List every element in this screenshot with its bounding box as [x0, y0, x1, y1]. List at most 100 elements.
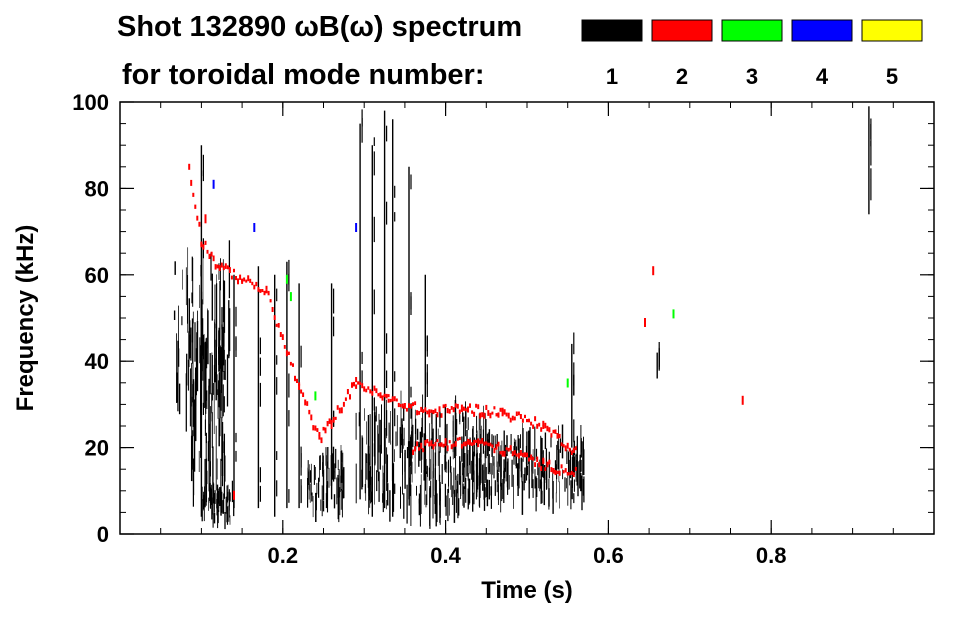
chirp-mark-mode2 — [499, 407, 502, 412]
chirp-mark-mode2 — [489, 412, 492, 419]
chirp-mark-mode2 — [247, 275, 250, 282]
chirp-mark-mode2 — [517, 411, 520, 416]
chirp-mark-mode2 — [570, 470, 573, 475]
chirp-mark-mode2 — [426, 410, 429, 415]
chirp-mark-mode2 — [405, 407, 408, 412]
isolated-mark-mode4 — [253, 223, 256, 232]
isolated-mark-mode3 — [566, 378, 569, 388]
chirp-mark-mode2 — [546, 461, 549, 468]
chirp-mark-mode2 — [536, 423, 539, 429]
chirp-mark-mode2 — [255, 281, 258, 287]
isolated-mark-mode3 — [285, 274, 288, 284]
chirp-mark-mode2 — [564, 445, 567, 452]
chirp-mark-mode2 — [310, 414, 313, 421]
chirp-mark-mode2 — [346, 389, 349, 395]
series-mode-1-0 — [173, 240, 585, 530]
chirp-mark-mode2 — [412, 402, 414, 407]
chirp-mark-mode2 — [369, 389, 372, 394]
spectrogram-data — [173, 106, 872, 530]
chirp-mark-mode2 — [552, 468, 555, 474]
isolated-mark-mode2 — [233, 490, 235, 500]
chirp-mark-mode2 — [294, 375, 296, 382]
chirp-mark-mode2 — [308, 409, 311, 415]
chirp-mark-mode2 — [383, 393, 386, 398]
chirp-mark-mode2 — [477, 438, 480, 444]
chirp-mark-mode2 — [524, 452, 526, 458]
legend-swatch-5 — [861, 19, 923, 42]
chart-title-line1: Shot 132890 ωB(ω) spectrum — [117, 11, 522, 43]
chirp-mark-mode2 — [365, 388, 368, 393]
chirp-mark-mode2 — [444, 438, 447, 442]
chirp-mark-mode2 — [450, 406, 453, 410]
legend-swatch-1 — [581, 19, 643, 42]
chirp-mark-mode2 — [251, 281, 254, 286]
chirp-mark-mode2 — [566, 472, 569, 476]
chirp-mark-mode2 — [387, 394, 390, 398]
chirp-mark-mode2 — [340, 407, 343, 414]
chirp-mark-mode2 — [548, 427, 551, 433]
chirp-mark-mode2 — [222, 265, 225, 271]
chirp-mark-mode2 — [188, 163, 191, 170]
chirp-mark-mode2 — [273, 315, 276, 320]
chirp-mark-mode2 — [528, 418, 530, 423]
chirp-mark-mode2 — [422, 409, 425, 413]
chirp-mark-mode2 — [489, 442, 492, 447]
chirp-mark-mode2 — [444, 403, 447, 408]
chirp-mark-mode2 — [430, 440, 433, 447]
chirp-mark-mode2 — [418, 410, 421, 415]
chirp-mark-mode2 — [497, 412, 500, 418]
chirp-mark-mode2 — [283, 345, 286, 349]
chirp-mark-mode2 — [230, 275, 233, 280]
chirp-mark-mode2 — [479, 440, 482, 444]
axes: 0.2 0.4 0.6 0.8 0 20 40 60 80 100 — [72, 90, 934, 568]
isolated-mark-mode3 — [289, 292, 292, 302]
chirp-mark-mode2 — [416, 410, 419, 416]
chirp-mark-mode2 — [444, 440, 447, 447]
chirp-mark-mode2 — [442, 443, 445, 448]
chirp-mark-mode2 — [560, 464, 563, 469]
chirp-mark-mode2 — [499, 451, 502, 455]
chirp-mark-mode2 — [556, 470, 559, 474]
chirp-mark-mode2 — [477, 443, 480, 448]
chirp-mark-mode2 — [572, 447, 575, 453]
chirp-mark-mode2 — [237, 278, 239, 285]
chirp-mark-mode2 — [265, 290, 268, 294]
chirp-mark-mode2 — [526, 452, 528, 458]
chirp-mark-mode2 — [267, 290, 270, 296]
chirp-mark-mode2 — [412, 449, 414, 455]
y-tick-label: 40 — [85, 349, 109, 374]
chirp-mark-mode2 — [574, 446, 577, 451]
x-tick-label: 0.6 — [593, 543, 624, 568]
legend-label-5: 5 — [886, 64, 898, 89]
chirp-mark-mode2 — [558, 470, 561, 476]
chirp-mark-mode2 — [501, 450, 504, 457]
chirp-mark-mode2 — [289, 361, 292, 366]
chirp-mark-mode2 — [243, 277, 246, 282]
chirp-mark-mode2 — [509, 446, 512, 451]
chirp-mark-mode2 — [226, 265, 229, 270]
chirp-mark-mode2 — [399, 404, 402, 408]
y-tick-label: 20 — [85, 436, 109, 461]
chirp-mark-mode2 — [336, 405, 339, 410]
chirp-mark-mode2 — [442, 404, 445, 409]
chirp-mark-mode2 — [367, 386, 370, 390]
chirp-mark-mode2 — [212, 255, 215, 262]
chirp-mark-mode2 — [420, 442, 423, 449]
chirp-mark-mode2 — [493, 448, 496, 454]
chirp-mark-mode2 — [298, 384, 301, 390]
chirp-mark-mode2 — [410, 403, 412, 409]
chirp-mark-mode2 — [385, 393, 388, 399]
chirp-mark-mode2 — [524, 414, 526, 419]
chirp-mark-mode2 — [241, 279, 244, 284]
chirp-mark-mode2 — [210, 251, 213, 257]
chirp-mark-mode2 — [265, 285, 268, 290]
chirp-mark-mode2 — [334, 416, 337, 420]
chirp-mark-mode2 — [414, 401, 417, 406]
chirp-mark-mode2 — [572, 472, 575, 477]
chirp-mark-mode2 — [534, 416, 537, 422]
chirp-mark-mode2 — [192, 192, 195, 197]
chirp-mark-mode2 — [292, 363, 294, 367]
chirp-mark-mode2 — [554, 429, 557, 434]
chirp-mark-mode2 — [483, 412, 486, 419]
